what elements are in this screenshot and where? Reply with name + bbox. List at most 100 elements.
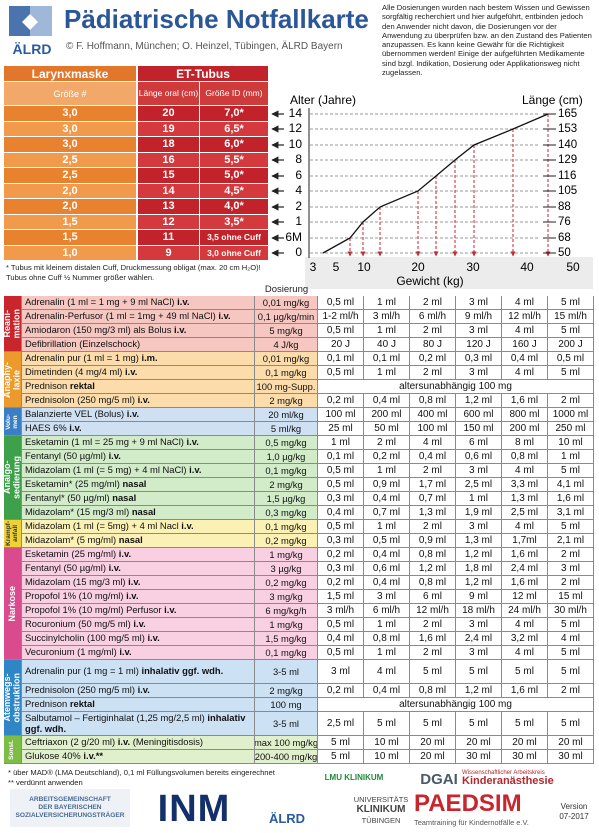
note-line: * Tubus mit kleinem distalen Cuff, Druck… (6, 263, 261, 272)
value-cell: 0,2 ml (318, 394, 364, 408)
value-cell: 4 ml (502, 520, 548, 534)
drug-route: i.v. (119, 646, 132, 658)
value-cell: 30 ml/h (548, 604, 594, 618)
dose-cell: 0,01 mg/kg (255, 296, 318, 310)
airway-note: * Tubus mit kleinem distalen Cuff, Druck… (6, 263, 268, 287)
drug-route: i.v. (186, 436, 199, 448)
dose-cell: 1 mg/kg (255, 548, 318, 562)
value-cell: 4 ml (364, 660, 410, 684)
length-label: 76 (558, 216, 571, 228)
age-label: 8 (295, 152, 302, 166)
drug-name: Vecuronium (1 mg/ml) (25, 646, 117, 658)
group-label-text: Reani-mation (4, 308, 22, 339)
value-cell: 15 ml (548, 590, 594, 604)
drug-name: Midazolam (1 ml (= 5mg) + 4 ml Nacl (25, 520, 179, 532)
value-cell: 3,1 ml (548, 506, 594, 520)
drug-cell: Salbutamol – Fertiginhalat (1,25 mg/2,5 … (22, 712, 255, 736)
value-cell: 6 ml (410, 590, 456, 604)
drug-text: Salbutamol – Fertiginhalat (1,25 mg/2,5 … (25, 712, 254, 734)
dose-cell: 3-5 ml (255, 712, 318, 736)
drug-cell: Ceftriaxon (2 g/20 ml) i.v. (Meningitisd… (22, 736, 255, 750)
tube-size: 6,5* (200, 121, 268, 137)
footnote: * über MAD® (LMA Deutschland), 0,1 ml Fü… (8, 767, 275, 777)
larynx-size: 2,0 (4, 183, 136, 199)
drug-route: nasal (131, 506, 156, 518)
value-cell: 1,6 ml (548, 492, 594, 506)
drug-cell: Balanzierte VEL (Bolus) i.v. (22, 408, 255, 422)
group-label-line: Sonst. (8, 739, 16, 760)
tube-length: 12 (138, 214, 200, 230)
dose-cell: 3-5 ml (255, 660, 318, 684)
value-cell: 2,4 ml (456, 632, 502, 646)
value-cell: 5 ml (502, 712, 548, 736)
drug-cell: Vecuronium (1 mg/ml) i.v. (22, 646, 255, 660)
drug-text: Prednisolon (250 mg/5 ml) i.v. (25, 685, 150, 695)
value-cell: 2 ml (364, 436, 410, 450)
value-cell: 0,5 ml (318, 520, 364, 534)
group-label-line: sedierung (11, 455, 22, 499)
value-cell: 50 ml (364, 422, 410, 436)
value-cell: 1 ml (548, 450, 594, 464)
drug-name: Dimetinden (4 mg/4 ml) (25, 366, 123, 378)
larynx-size: 1,0 (4, 245, 136, 261)
dose-cell: max 100 mg/kg (255, 736, 318, 750)
value-cell: 0,8 ml (410, 684, 456, 698)
group-label: Narkose (4, 548, 22, 660)
tube-size: 4,5* (200, 183, 268, 199)
value-cell: 0,4 ml (364, 548, 410, 562)
value-cell: 0,8 ml (410, 576, 456, 590)
value-cell: 400 ml (410, 408, 456, 422)
dose-cell: 5 mg/kg (255, 324, 318, 338)
inm-logo: INM (157, 790, 231, 828)
value-cell: 1 ml (364, 520, 410, 534)
value-cell: 20 ml (410, 736, 456, 750)
larynx-size: 3,0 (4, 106, 136, 122)
value-cell: 0,5 ml (548, 352, 594, 366)
value-cell: 4 ml (548, 632, 594, 646)
value-cell: 1,8 ml (456, 562, 502, 576)
dose-cell: 20 ml/kg (255, 408, 318, 422)
dose-cell: 1,5 µg/kg (255, 492, 318, 506)
value-cell: 0,5 ml (318, 324, 364, 338)
value-cell: 30 ml (548, 750, 594, 764)
asvt-line: SOZIALVERSICHERUNGSTRÄGER (15, 812, 125, 820)
paedsim-logo: PAEDSIM (414, 792, 522, 816)
group-label-text: Narkose (6, 585, 17, 622)
weight-title: Gewicht (kg) (396, 274, 463, 288)
weight-label: 10 (357, 260, 371, 274)
value-cell: 0,6 ml (364, 562, 410, 576)
drug-text: Balanzierte VEL (Bolus) i.v. (25, 409, 139, 419)
value-cell: 0,6 ml (456, 450, 502, 464)
drug-name: Midazolam (15 mg/3 ml) (25, 576, 126, 588)
group-label-line: mation (11, 308, 22, 339)
value-cell: 1,6 ml (502, 576, 548, 590)
drug-name: Prednison (25, 698, 68, 710)
value-cell: 2,1 ml (548, 534, 594, 548)
group-label-text: Anaphy-laxie (4, 362, 21, 398)
tube-size: 4,0* (200, 199, 268, 215)
age-label: 6 (295, 168, 302, 182)
value-cell: 1,7 ml (410, 478, 456, 492)
value-cell: 1 ml (364, 296, 410, 310)
tube-length: 9 (138, 245, 200, 261)
value-cell: 3 ml (318, 660, 364, 684)
drug-route: inhalativ ggf. wdh. (141, 665, 224, 677)
drug-text: HAES 6% i.v. (25, 423, 82, 433)
drug-name: Fentanyl* (50 µg/ml) (25, 492, 110, 504)
value-cell: 3 ml (456, 464, 502, 478)
dose-cell: 5 ml/kg (255, 422, 318, 436)
drug-route: i.v. (108, 450, 121, 462)
drug-route: i.v. (108, 562, 121, 574)
group-label-line: Narkose (6, 585, 17, 622)
drug-cell: Fentanyl* (50 µg/ml) nasal (22, 492, 255, 506)
value-cell: 2 ml (410, 324, 456, 338)
dose-cell: 0,1 µg/kg/min (255, 310, 318, 324)
value-cell: 1,6 ml (502, 394, 548, 408)
value-cell: 5 ml (548, 646, 594, 660)
value-cell: 0,3 ml (318, 492, 364, 506)
drug-route: i.v. (177, 296, 190, 308)
drug-route: i.v. (189, 464, 202, 476)
drug-name: Esketamin (25 mg/ml) (25, 548, 117, 560)
value-cell: 2,5 ml (502, 506, 548, 520)
